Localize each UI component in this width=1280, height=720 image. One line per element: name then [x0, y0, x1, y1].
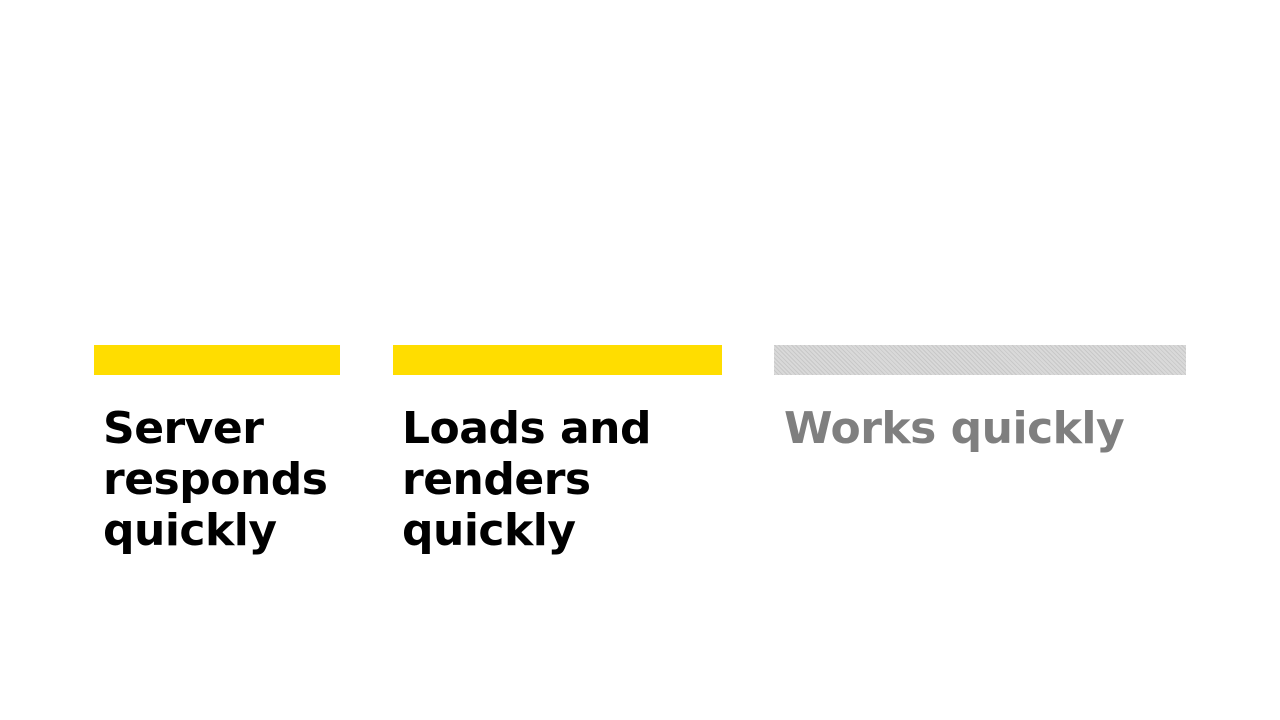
step-2-label: Loads and renders quickly [402, 403, 651, 556]
step-3-progress-bar [774, 345, 1186, 375]
step-3: Works quickly [774, 345, 1186, 454]
step-2: Loads and renders quickly [393, 345, 722, 556]
step-3-label: Works quickly [784, 403, 1125, 454]
step-1: Server responds quickly [94, 345, 340, 556]
step-1-label: Server responds quickly [103, 403, 328, 556]
step-2-progress-bar [393, 345, 722, 375]
step-1-progress-bar [94, 345, 340, 375]
